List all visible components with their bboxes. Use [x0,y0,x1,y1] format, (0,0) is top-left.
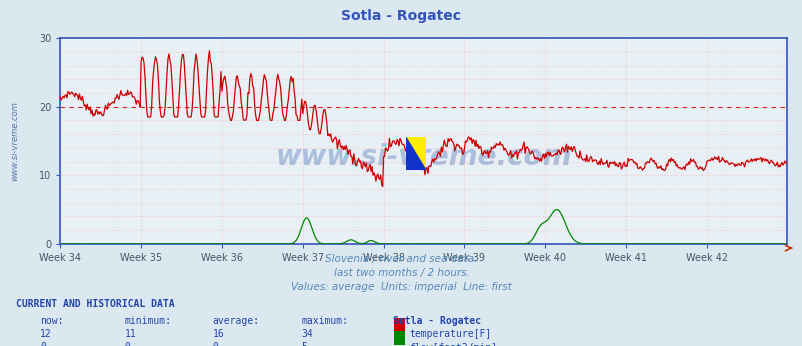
Text: 11: 11 [124,329,136,339]
Text: CURRENT AND HISTORICAL DATA: CURRENT AND HISTORICAL DATA [16,299,175,309]
Text: average:: average: [213,316,260,326]
Text: Sotla - Rogatec: Sotla - Rogatec [341,9,461,22]
Text: temperature[F]: temperature[F] [409,329,491,339]
Text: last two months / 2 hours.: last two months / 2 hours. [333,268,469,278]
Text: www.si-vreme.com: www.si-vreme.com [275,144,571,172]
Polygon shape [405,137,425,170]
Text: 0: 0 [40,342,46,346]
Text: 16: 16 [213,329,225,339]
Text: minimum:: minimum: [124,316,172,326]
Text: 5: 5 [301,342,306,346]
Text: now:: now: [40,316,63,326]
Text: 0: 0 [213,342,218,346]
Text: Values: average  Units: imperial  Line: first: Values: average Units: imperial Line: fi… [291,282,511,292]
Text: www.si-vreme.com: www.si-vreme.com [10,101,19,181]
Polygon shape [405,137,425,170]
Text: Slovenia / river and sea data.: Slovenia / river and sea data. [325,254,477,264]
Text: flow[foot3/min]: flow[foot3/min] [409,342,497,346]
Text: 34: 34 [301,329,313,339]
Text: 12: 12 [40,329,52,339]
Text: 0: 0 [124,342,130,346]
Text: maximum:: maximum: [301,316,348,326]
Text: Sotla - Rogatec: Sotla - Rogatec [393,316,481,326]
